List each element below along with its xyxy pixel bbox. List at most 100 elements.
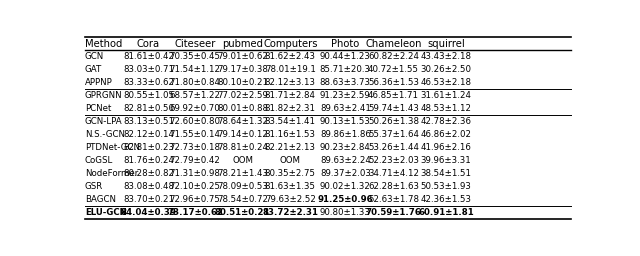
Text: GPRGNN: GPRGNN (85, 91, 123, 100)
Text: 82.21±2.13: 82.21±2.13 (265, 143, 316, 152)
Text: 89.63±2.41: 89.63±2.41 (320, 104, 371, 113)
Text: 89.86±1.86: 89.86±1.86 (320, 130, 371, 139)
Text: Computers: Computers (263, 39, 317, 49)
Text: 83.72±2.31: 83.72±2.31 (262, 208, 318, 217)
Text: 42.36±1.53: 42.36±1.53 (420, 195, 472, 204)
Text: Citeseer: Citeseer (174, 39, 216, 49)
Text: 50.26±1.38: 50.26±1.38 (368, 117, 419, 126)
Text: 81.63±1.35: 81.63±1.35 (265, 182, 316, 191)
Text: 59.74±1.43: 59.74±1.43 (368, 104, 419, 113)
Text: 80.01±0.88: 80.01±0.88 (217, 104, 268, 113)
Text: 81.71±2.84: 81.71±2.84 (265, 91, 316, 100)
Text: 80.10±0.21: 80.10±0.21 (217, 78, 268, 87)
Text: 43.43±2.18: 43.43±2.18 (420, 52, 472, 61)
Text: 78.01±19.1: 78.01±19.1 (265, 65, 316, 74)
Text: 90.44±1.23: 90.44±1.23 (320, 52, 371, 61)
Text: 73.17±0.62: 73.17±0.62 (167, 208, 223, 217)
Text: 38.54±1.51: 38.54±1.51 (420, 169, 472, 178)
Text: 81.76±0.24: 81.76±0.24 (123, 156, 174, 165)
Text: 79.17±0.38: 79.17±0.38 (217, 65, 268, 74)
Text: 41.96±2.16: 41.96±2.16 (420, 143, 472, 152)
Text: 78.09±0.53: 78.09±0.53 (217, 182, 268, 191)
Text: N.S.-GCN: N.S.-GCN (85, 130, 125, 139)
Text: 91.23±2.59: 91.23±2.59 (320, 91, 371, 100)
Text: GCN-LPA: GCN-LPA (85, 117, 123, 126)
Text: 81.62±2.43: 81.62±2.43 (265, 52, 316, 61)
Text: 78.81±0.24: 78.81±0.24 (217, 143, 268, 152)
Text: Chameleon: Chameleon (365, 39, 422, 49)
Text: 82.12±0.14: 82.12±0.14 (123, 130, 174, 139)
Text: 70.59±1.76: 70.59±1.76 (365, 208, 421, 217)
Text: 72.10±0.25: 72.10±0.25 (170, 182, 221, 191)
Text: 52.63±1.78: 52.63±1.78 (368, 195, 419, 204)
Text: ELU-GCN: ELU-GCN (85, 208, 127, 217)
Text: 79.14±0.12: 79.14±0.12 (217, 130, 268, 139)
Text: 89.63±2.24: 89.63±2.24 (320, 156, 371, 165)
Text: 79.01±0.62: 79.01±0.62 (217, 52, 268, 61)
Text: 71.80±0.84: 71.80±0.84 (170, 78, 221, 87)
Text: Cora: Cora (137, 39, 160, 49)
Text: 46.53±2.18: 46.53±2.18 (420, 78, 472, 87)
Text: 82.12±3.13: 82.12±3.13 (265, 78, 316, 87)
Text: 81.61±0.42: 81.61±0.42 (123, 52, 174, 61)
Text: 40.72±1.55: 40.72±1.55 (368, 65, 419, 74)
Text: PCNet: PCNet (85, 104, 111, 113)
Text: 30.26±2.50: 30.26±2.50 (420, 65, 472, 74)
Text: 70.35±0.45: 70.35±0.45 (170, 52, 221, 61)
Text: OOM: OOM (280, 156, 301, 165)
Text: 81.82±2.31: 81.82±2.31 (265, 104, 316, 113)
Text: 69.92±0.70: 69.92±0.70 (170, 104, 220, 113)
Text: 68.57±1.22: 68.57±1.22 (170, 91, 221, 100)
Text: 34.71±4.12: 34.71±4.12 (368, 169, 419, 178)
Text: 72.73±0.18: 72.73±0.18 (170, 143, 221, 152)
Text: 82.81±0.50: 82.81±0.50 (123, 104, 174, 113)
Text: 62.28±1.63: 62.28±1.63 (368, 182, 419, 191)
Text: 60.82±2.24: 60.82±2.24 (368, 52, 419, 61)
Text: 90.13±1.53: 90.13±1.53 (320, 117, 371, 126)
Text: 46.86±2.02: 46.86±2.02 (420, 130, 472, 139)
Text: 71.54±1.12: 71.54±1.12 (170, 65, 221, 74)
Text: 91.25±0.96: 91.25±0.96 (317, 195, 373, 204)
Text: 89.37±2.03: 89.37±2.03 (320, 169, 371, 178)
Text: 71.55±0.14: 71.55±0.14 (170, 130, 221, 139)
Text: 77.02±2.59: 77.02±2.59 (217, 91, 268, 100)
Text: 55.37±1.64: 55.37±1.64 (368, 130, 419, 139)
Text: 71.31±0.98: 71.31±0.98 (170, 169, 221, 178)
Text: OOM: OOM (232, 156, 253, 165)
Text: 90.23±2.84: 90.23±2.84 (320, 143, 371, 152)
Text: 85.71±20.3: 85.71±20.3 (320, 65, 371, 74)
Text: 83.03±0.71: 83.03±0.71 (123, 65, 174, 74)
Text: 79.63±2.52: 79.63±2.52 (265, 195, 316, 204)
Text: 50.53±1.93: 50.53±1.93 (420, 182, 472, 191)
Text: 78.54±0.72: 78.54±0.72 (217, 195, 268, 204)
Text: 84.04±0.39: 84.04±0.39 (120, 208, 177, 217)
Text: 56.36±1.53: 56.36±1.53 (368, 78, 419, 87)
Text: 83.54±1.41: 83.54±1.41 (265, 117, 316, 126)
Text: 80.51±0.21: 80.51±0.21 (215, 208, 271, 217)
Text: 90.80±1.33: 90.80±1.33 (320, 208, 371, 217)
Text: 72.60±0.80: 72.60±0.80 (170, 117, 221, 126)
Text: 80.35±2.75: 80.35±2.75 (265, 169, 316, 178)
Text: 81.16±1.53: 81.16±1.53 (265, 130, 316, 139)
Text: APPNP: APPNP (85, 78, 113, 87)
Text: 72.79±0.42: 72.79±0.42 (170, 156, 221, 165)
Text: NodeFormer: NodeFormer (85, 169, 138, 178)
Text: BAGCN: BAGCN (85, 195, 116, 204)
Text: 42.78±2.36: 42.78±2.36 (420, 117, 472, 126)
Text: 83.70±0.21: 83.70±0.21 (123, 195, 174, 204)
Text: 78.64±1.32: 78.64±1.32 (217, 117, 268, 126)
Text: 52.23±2.03: 52.23±2.03 (368, 156, 419, 165)
Text: 31.61±1.24: 31.61±1.24 (420, 91, 472, 100)
Text: 46.85±1.71: 46.85±1.71 (368, 91, 419, 100)
Text: CoGSL: CoGSL (85, 156, 113, 165)
Text: 53.26±1.44: 53.26±1.44 (368, 143, 419, 152)
Text: 72.96±0.75: 72.96±0.75 (170, 195, 221, 204)
Text: 90.02±1.32: 90.02±1.32 (320, 182, 371, 191)
Text: pubmed: pubmed (222, 39, 263, 49)
Text: Method: Method (85, 39, 122, 49)
Text: 48.53±1.12: 48.53±1.12 (420, 104, 472, 113)
Text: GSR: GSR (85, 182, 103, 191)
Text: PTDNet-GCN: PTDNet-GCN (85, 143, 140, 152)
Text: 39.96±3.31: 39.96±3.31 (420, 156, 472, 165)
Text: Photo: Photo (332, 39, 360, 49)
